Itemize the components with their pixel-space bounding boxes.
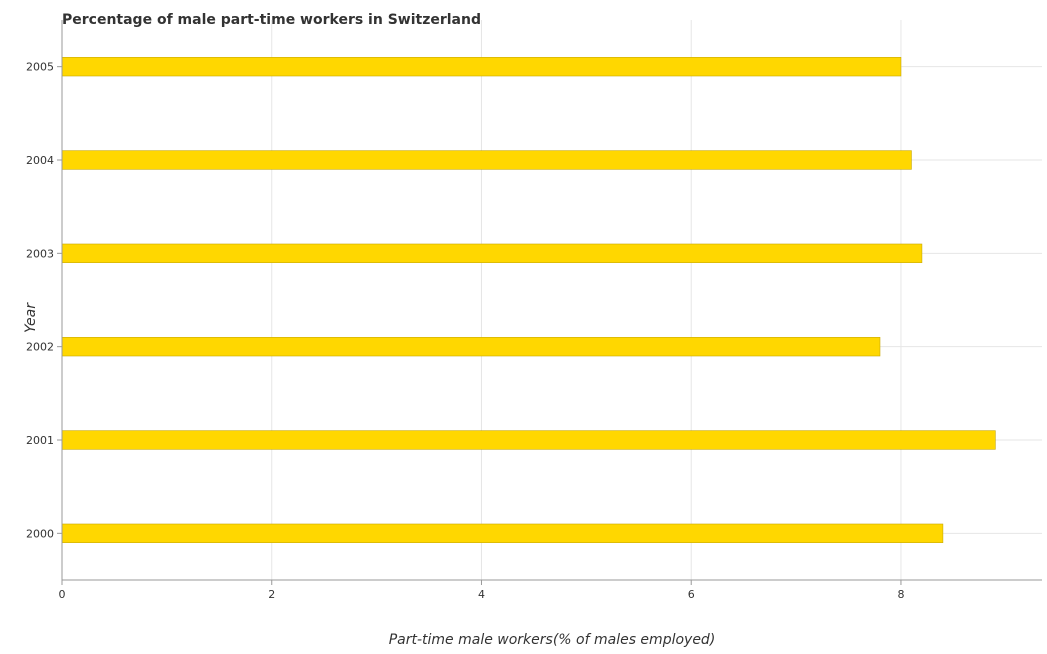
x-tick-label: 4 [478,588,485,601]
y-tick-label: 2002 [26,341,54,354]
x-tick-label: 6 [688,588,695,601]
bar-2001 [61,430,996,450]
x-axis-label: Part-time male workers(% of males employ… [389,632,716,648]
bar-2005 [61,57,902,77]
bars [61,57,996,543]
x-tick-label: 0 [59,588,66,601]
bar-2003 [61,243,923,263]
y-axis-label: Year [23,302,39,333]
grid-lines [61,20,1042,580]
axes: 0 2 4 6 8 2000 2001 2002 2003 2004 2005 [26,20,1042,601]
y-tick-label: 2000 [26,527,54,540]
y-tick-label: 2004 [26,154,54,167]
bar-2002 [61,337,881,357]
bar-2000 [61,523,944,543]
y-tick-label: 2003 [26,247,54,260]
bar-2004 [61,150,912,170]
y-tick-label: 2001 [26,434,54,447]
x-tick-label: 2 [268,588,275,601]
x-tick-label: 8 [897,588,904,601]
y-tick-label: 2005 [26,61,54,74]
